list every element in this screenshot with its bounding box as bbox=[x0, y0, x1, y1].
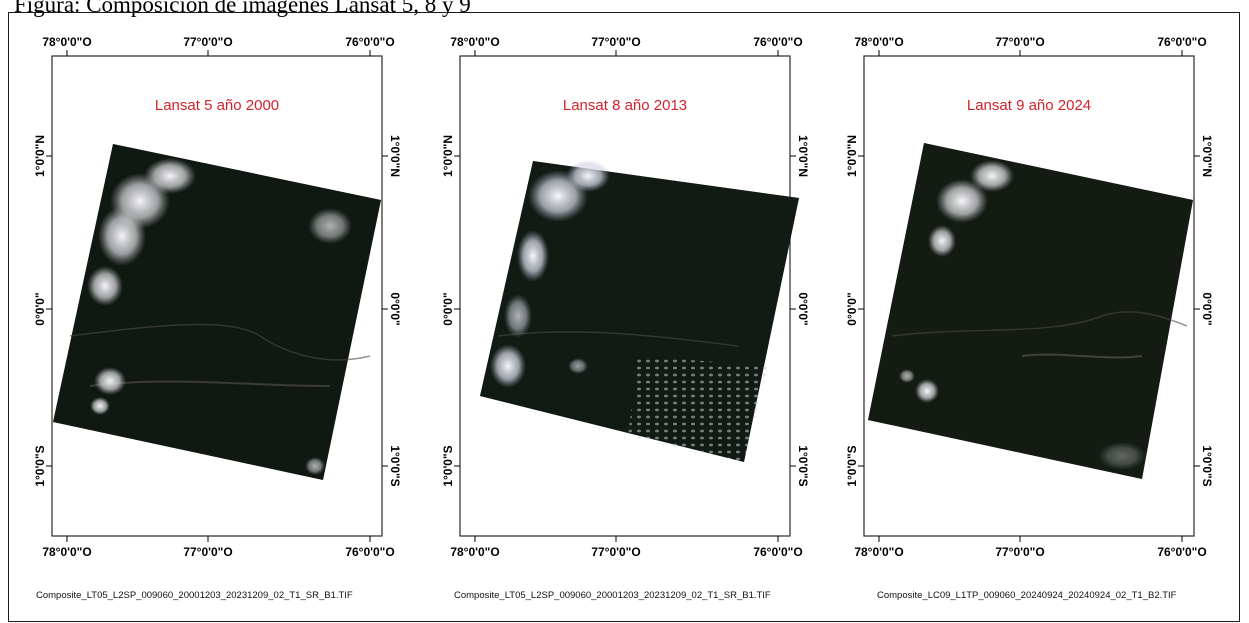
lon-bottom-label-1: 78°0'0"O bbox=[450, 545, 499, 559]
lat-right-label-2: 0°0'0" bbox=[388, 292, 402, 325]
lat-right-label-1: 1°0'0"N bbox=[388, 135, 402, 177]
lon-bottom-label-2: 77°0'0"O bbox=[183, 545, 232, 559]
lon-bottom-label-3: 76°0'0"O bbox=[753, 545, 802, 559]
lat-left-label-2: 0°0'0" bbox=[441, 292, 455, 325]
lon-top-label-1: 78°0'0"O bbox=[854, 35, 903, 49]
lon-top-label-2: 77°0'0"O bbox=[591, 35, 640, 49]
lon-bottom-label-3: 76°0'0"O bbox=[1157, 545, 1206, 559]
source-file-label-2024: Composite_LC09_L1TP_009060_20240924_2024… bbox=[877, 590, 1177, 601]
source-file-label-2000: Composite_LT05_L2SP_009060_20001203_2023… bbox=[36, 590, 353, 601]
map-panel-2013-graphic: Lansat 8 año 2013 78°0'0"O 77°0'0"O 76°0… bbox=[441, 35, 810, 559]
lon-bottom-label-1: 78°0'0"O bbox=[854, 545, 903, 559]
lat-left-label-2: 0°0'0" bbox=[33, 292, 47, 325]
map-panel-2000-graphic: Lansat 5 año 2000 78°0'0"O 77°0'0"O 76°0… bbox=[33, 35, 402, 559]
panel-title: Lansat 9 año 2024 bbox=[967, 97, 1091, 114]
lat-left-label-3: 1°0'0"S bbox=[845, 445, 859, 486]
lon-bottom-label-2: 77°0'0"O bbox=[591, 545, 640, 559]
panel-title: Lansat 5 año 2000 bbox=[155, 97, 279, 114]
lat-right-label-3: 1°0'0"S bbox=[1200, 445, 1214, 486]
map-panel-2024: Lansat 9 año 2024 78°0'0"O 77°0'0"O 76°0… bbox=[842, 35, 1217, 592]
lat-right-label-3: 1°0'0"S bbox=[388, 445, 402, 486]
satellite-scene-2024 bbox=[868, 143, 1193, 479]
panel-title: Lansat 8 año 2013 bbox=[563, 97, 687, 114]
source-file-label-2013: Composite_LT05_L2SP_009060_20001203_2023… bbox=[454, 590, 771, 601]
lon-bottom-label-3: 76°0'0"O bbox=[345, 545, 394, 559]
lat-right-label-2: 0°0'0" bbox=[1200, 292, 1214, 325]
lat-right-label-1: 1°0'0"N bbox=[796, 135, 810, 177]
lon-top-label-3: 76°0'0"O bbox=[345, 35, 394, 49]
map-panel-2024-graphic: Lansat 9 año 2024 78°0'0"O 77°0'0"O 76°0… bbox=[845, 35, 1214, 559]
lat-left-label-3: 1°0'0"S bbox=[33, 445, 47, 486]
map-panel-2013: Lansat 8 año 2013 78°0'0"O 77°0'0"O 76°0… bbox=[438, 35, 813, 592]
lat-right-label-1: 1°0'0"N bbox=[1200, 135, 1214, 177]
lon-top-label-3: 76°0'0"O bbox=[1157, 35, 1206, 49]
lon-bottom-label-1: 78°0'0"O bbox=[42, 545, 91, 559]
satellite-scene-2000 bbox=[53, 144, 381, 480]
lon-top-label-3: 76°0'0"O bbox=[753, 35, 802, 49]
lat-left-label-1: 1°0'0"N bbox=[845, 135, 859, 177]
lat-left-label-3: 1°0'0"S bbox=[441, 445, 455, 486]
map-panel-2000: Lansat 5 año 2000 78°0'0"O 77°0'0"O 76°0… bbox=[30, 35, 405, 592]
lat-left-label-2: 0°0'0" bbox=[845, 292, 859, 325]
lat-right-label-3: 1°0'0"S bbox=[796, 445, 810, 486]
lon-top-label-1: 78°0'0"O bbox=[42, 35, 91, 49]
lon-bottom-label-2: 77°0'0"O bbox=[995, 545, 1044, 559]
satellite-scene-2013 bbox=[480, 160, 799, 462]
lon-top-label-1: 78°0'0"O bbox=[450, 35, 499, 49]
lat-left-label-1: 1°0'0"N bbox=[33, 135, 47, 177]
lon-top-label-2: 77°0'0"O bbox=[995, 35, 1044, 49]
lon-top-label-2: 77°0'0"O bbox=[183, 35, 232, 49]
figure-frame bbox=[8, 12, 1240, 622]
lat-right-label-2: 0°0'0" bbox=[796, 292, 810, 325]
lat-left-label-1: 1°0'0"N bbox=[441, 135, 455, 177]
